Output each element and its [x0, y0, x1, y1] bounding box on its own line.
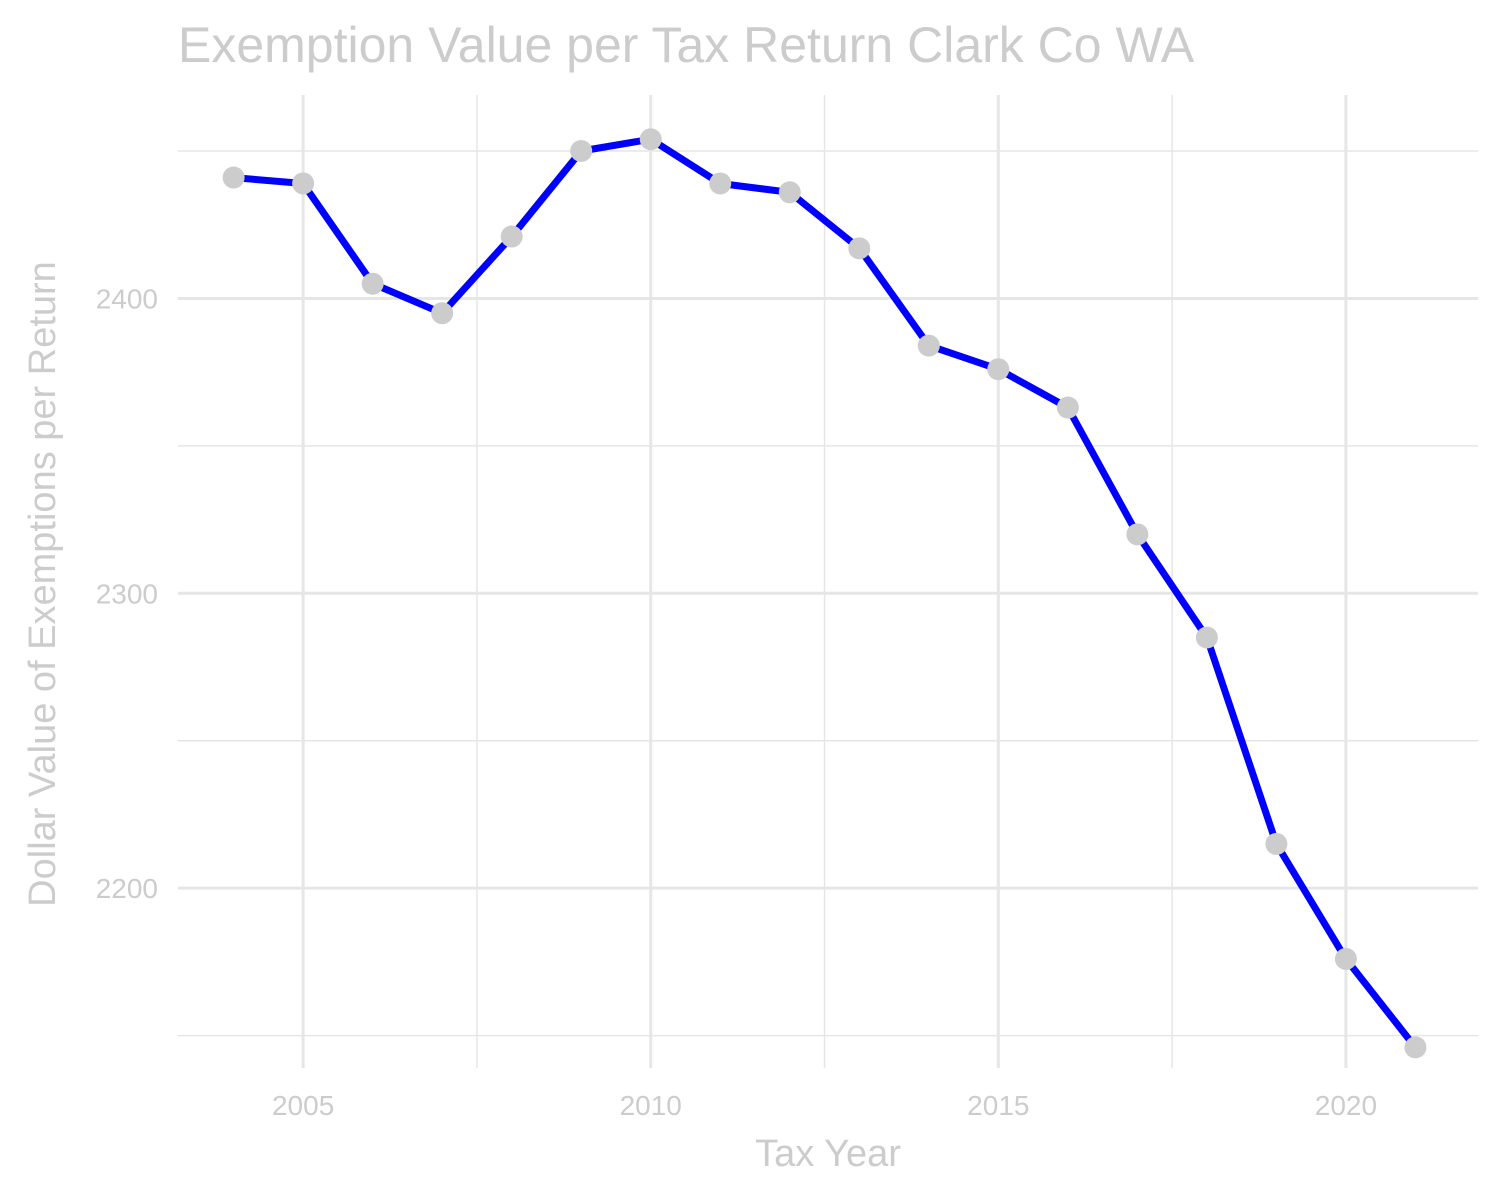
data-point [848, 237, 871, 260]
data-point [1126, 523, 1149, 546]
data-point [1195, 626, 1218, 649]
grid [178, 95, 1478, 1068]
data-point [1334, 947, 1357, 970]
data-point [1404, 1036, 1427, 1059]
data-point [222, 166, 245, 189]
data-point [1265, 832, 1288, 855]
x-axis-tick-labels: 2005 2010 2015 2020 [272, 1090, 1377, 1121]
y-axis-tick-labels: 2200 2300 2400 [96, 283, 158, 904]
data-point [431, 302, 454, 325]
data-points [222, 128, 1427, 1059]
y-tick-label: 2400 [96, 283, 158, 314]
y-axis-title: Dollar Value of Exemptions per Return [22, 261, 64, 907]
x-tick-label: 2010 [620, 1090, 682, 1121]
series-line [230, 135, 1419, 1051]
x-axis-title: Tax Year [755, 1133, 901, 1175]
data-point [917, 334, 940, 357]
data-point [709, 172, 732, 195]
x-tick-label: 2005 [272, 1090, 334, 1121]
data-point [1056, 396, 1079, 419]
data-point [500, 225, 523, 248]
y-tick-label: 2300 [96, 578, 158, 609]
series-layer [230, 135, 1419, 1051]
data-point [778, 181, 801, 204]
chart-title: Exemption Value per Tax Return Clark Co … [178, 17, 1195, 73]
data-point [639, 128, 662, 151]
data-point [361, 272, 384, 295]
x-tick-label: 2020 [1315, 1090, 1377, 1121]
data-point [570, 140, 593, 163]
x-tick-label: 2015 [967, 1090, 1029, 1121]
data-point [987, 358, 1010, 381]
data-point [292, 172, 315, 195]
y-tick-label: 2200 [96, 873, 158, 904]
